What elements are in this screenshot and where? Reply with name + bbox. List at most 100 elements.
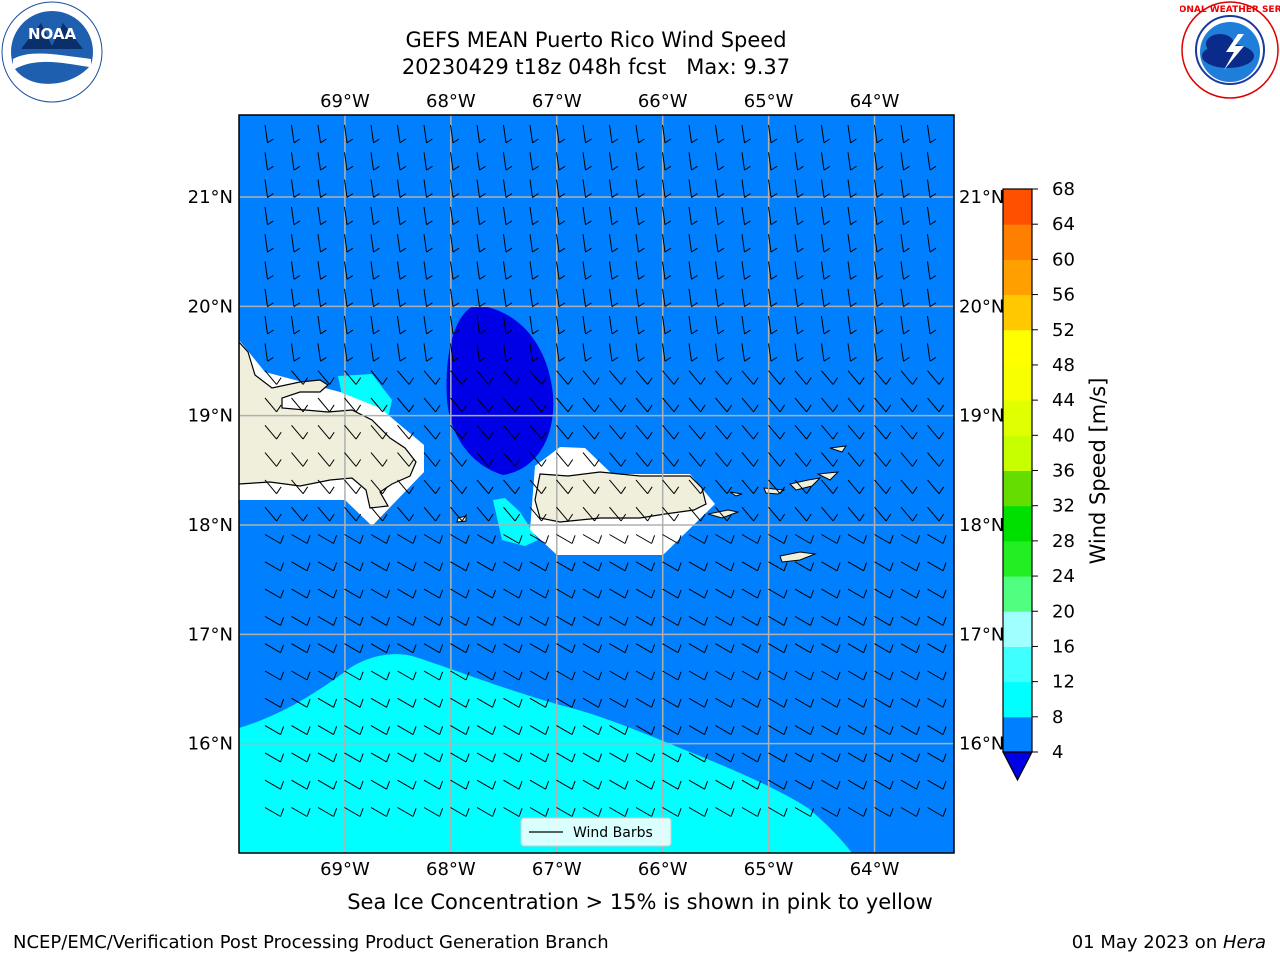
wind-barb [423, 697, 444, 708]
wind-barb [794, 615, 815, 626]
wind-barb [847, 179, 857, 198]
wind-barb [635, 370, 653, 385]
wind-barb [476, 588, 497, 599]
wind-barb [370, 424, 388, 440]
wind-barb [264, 179, 274, 198]
wind-barb [503, 206, 513, 226]
wind-barb [741, 697, 762, 708]
wind-barb [556, 479, 574, 495]
wind-barb [556, 615, 576, 626]
wind-barb [264, 397, 282, 413]
wind-barb [741, 452, 759, 467]
wind-barb [450, 534, 470, 544]
wind-barb [874, 725, 894, 736]
wind-barb [900, 452, 918, 467]
wind-barb [874, 779, 894, 790]
wind-barb [768, 206, 778, 226]
wind-barb [476, 124, 486, 144]
wind-barb [927, 779, 947, 790]
wind-barb [927, 534, 947, 544]
wind-barb [794, 424, 812, 440]
wind-barb [556, 725, 576, 736]
wind-barb [847, 752, 868, 763]
wind-barb [741, 424, 759, 440]
wind-barb [291, 124, 301, 144]
wind-barb [423, 424, 441, 440]
wind-barb [370, 479, 388, 495]
wind-barb [794, 588, 815, 599]
wind-barb [503, 397, 521, 413]
wind-barb [741, 670, 762, 681]
wind-barb [397, 206, 407, 226]
low-speed-region [446, 305, 554, 475]
wind-barb [715, 643, 735, 654]
wind-barb [874, 588, 894, 599]
wind-barb [821, 807, 841, 817]
wind-barb [635, 234, 645, 253]
wind-barb [503, 725, 523, 736]
wind-barb [291, 370, 309, 385]
wind-barb [450, 288, 460, 308]
wind-barb [529, 615, 550, 626]
wind-barb [635, 534, 656, 544]
wind-barb [927, 370, 945, 385]
wind-barb [317, 424, 335, 440]
wind-barb [344, 779, 364, 790]
colorbar-tick: 64 [1052, 214, 1075, 235]
wind-barb [503, 479, 521, 495]
wind-barb [370, 779, 391, 790]
wind-barb [874, 561, 894, 572]
wind-barb [821, 725, 841, 736]
wind-barb [476, 643, 497, 654]
wind-barb [450, 206, 460, 226]
wind-barb [609, 261, 619, 280]
wind-barb [450, 615, 470, 626]
wind-barb [847, 152, 857, 171]
wind-barb [556, 779, 576, 790]
wind-barb [556, 370, 574, 385]
noaa-logo-text: NOAA [28, 25, 77, 43]
wind-barb [582, 588, 603, 599]
wind-barb [609, 697, 629, 708]
wind-barb [821, 288, 831, 308]
wind-barb [927, 124, 937, 144]
wind-barb [397, 588, 417, 599]
footer-host: Hera [1222, 932, 1266, 953]
wind-barb [397, 343, 407, 362]
wind-barb [847, 424, 865, 440]
footer-producer: NCEP/EMC/Verification Post Processing Pr… [13, 932, 609, 953]
wind-barb [529, 124, 539, 144]
wind-barb [609, 479, 627, 495]
wind-barb [927, 206, 937, 226]
wind-barb [503, 152, 513, 171]
wind-barb [662, 670, 682, 681]
wind-barb [556, 343, 566, 362]
colorbar-tick: 52 [1052, 320, 1075, 341]
wind-barb [847, 643, 868, 654]
wind-barb [927, 152, 937, 171]
colorbar-segment [1003, 505, 1032, 542]
wind-barb [344, 725, 364, 736]
lon-label-bottom: 65°W [744, 859, 794, 880]
wind-barb [529, 452, 547, 467]
wind-barb [503, 370, 521, 385]
wind-barb [768, 779, 788, 790]
wind-barb [503, 643, 523, 654]
wind-barb [847, 316, 857, 335]
wind-barb [741, 206, 751, 226]
wind-barb [503, 615, 523, 626]
wind-barb [688, 779, 709, 790]
wind-barb [476, 316, 486, 335]
wind-barb [688, 397, 706, 413]
wind-barb [715, 752, 735, 763]
wind-barb [397, 779, 417, 790]
wind-barb [662, 534, 682, 544]
colorbar-tick: 68 [1052, 179, 1075, 200]
wind-barb [423, 506, 441, 522]
wind-barb [344, 343, 354, 362]
wind-barbs [264, 124, 947, 817]
lon-label-top: 65°W [744, 91, 794, 112]
colorbar-label: Wind Speed [m/s] [1086, 378, 1110, 565]
wind-barb [609, 807, 629, 817]
wind-barb [291, 397, 309, 413]
